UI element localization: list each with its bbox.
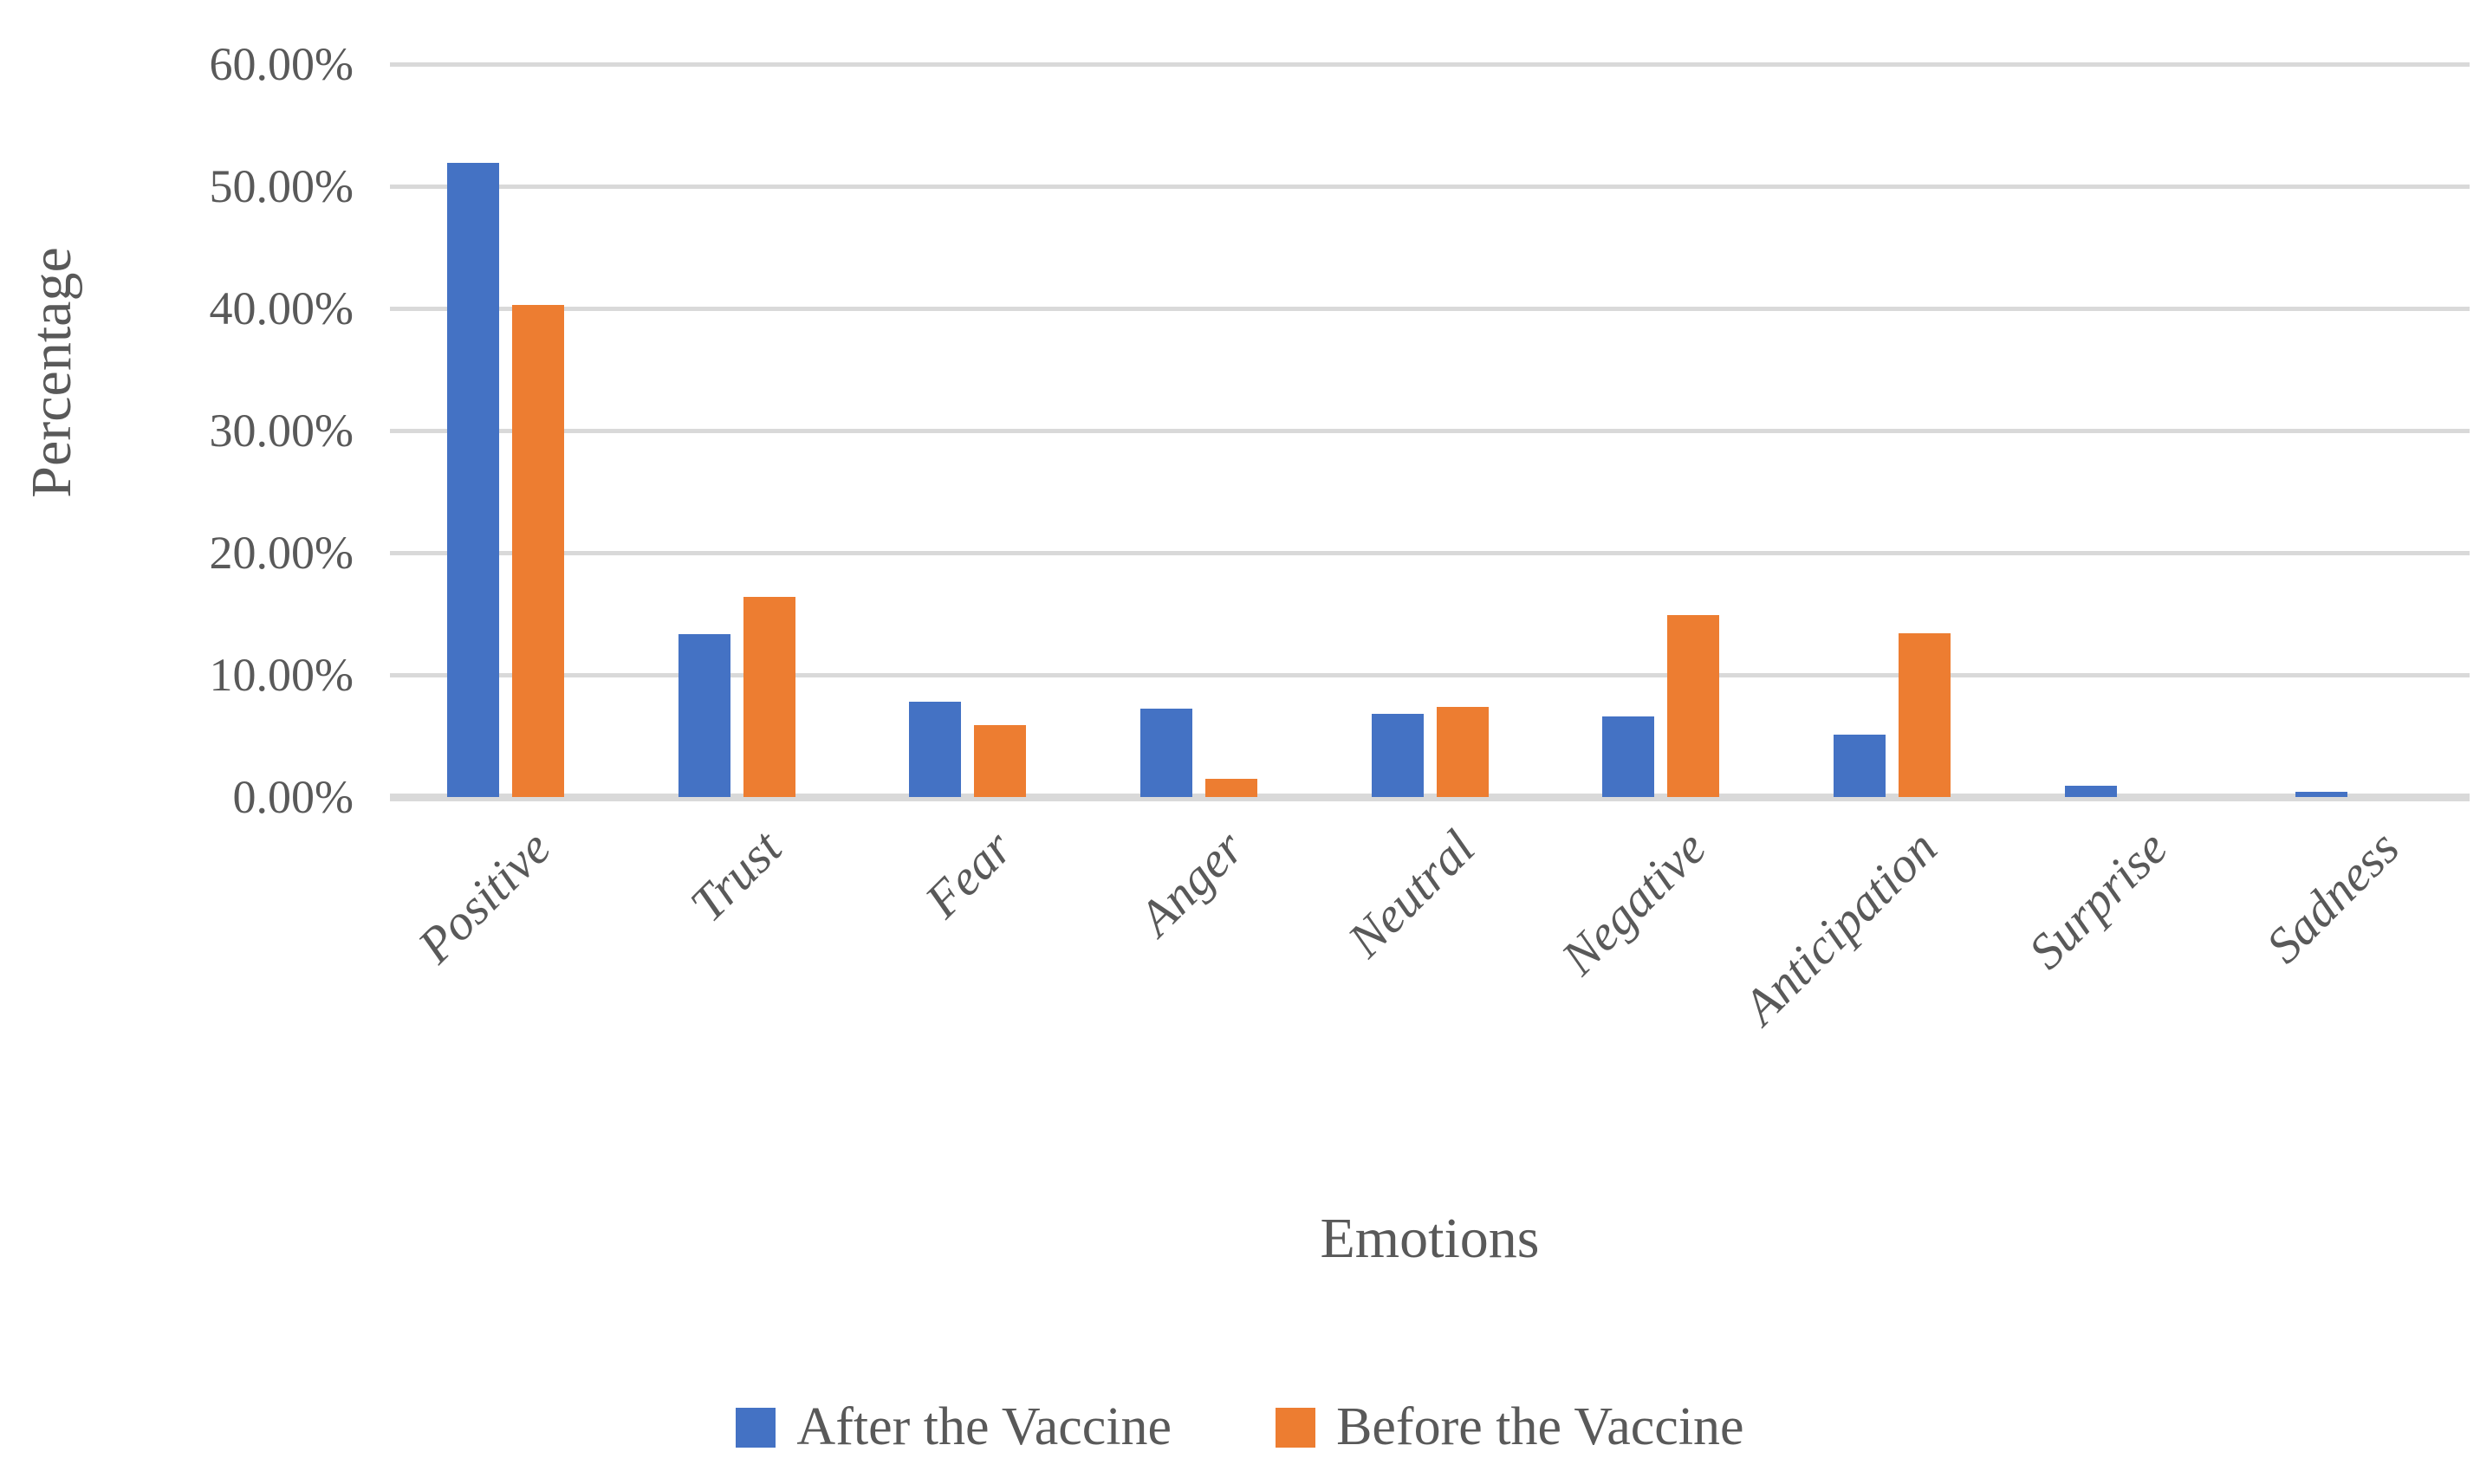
bar-negative-before xyxy=(1667,614,1720,797)
x-category-label-trust: Trust xyxy=(678,819,792,933)
y-tick-label: 30.00% xyxy=(209,405,354,457)
x-category-label-surprise: Surprise xyxy=(2017,819,2178,980)
legend-swatch-after-icon xyxy=(736,1407,776,1448)
legend: After the Vaccine Before the Vaccine xyxy=(0,1397,2480,1458)
y-tick-label: 0.00% xyxy=(232,771,354,823)
bar-anger-after xyxy=(1139,709,1192,797)
x-category-label-fear: Fear xyxy=(913,819,1023,929)
bar-anticipation-before xyxy=(1898,633,1951,797)
legend-label-before: Before the Vaccine xyxy=(1336,1397,1744,1456)
bar-neutral-after xyxy=(1371,714,1424,797)
x-category-label-neutral: Neutral xyxy=(1336,819,1485,969)
bar-negative-after xyxy=(1602,716,1655,797)
bar-sadness-after xyxy=(2295,792,2348,797)
bar-trust-after xyxy=(678,634,730,797)
y-tick-label: 20.00% xyxy=(209,527,354,579)
y-tick-label: 40.00% xyxy=(209,282,354,334)
gridline xyxy=(390,185,2470,189)
legend-swatch-before-icon xyxy=(1276,1407,1316,1448)
bar-fear-before xyxy=(974,724,1027,797)
y-tick-label: 60.00% xyxy=(209,38,354,90)
legend-item-after-the-vaccine: After the Vaccine xyxy=(736,1397,1172,1458)
legend-label-after: After the Vaccine xyxy=(796,1397,1172,1456)
bar-trust-before xyxy=(743,596,795,797)
bar-anger-before xyxy=(1204,778,1257,797)
bar-positive-before xyxy=(511,304,564,797)
x-category-label-anticipation: Anticipation xyxy=(1731,819,1948,1035)
bar-positive-after xyxy=(446,163,499,797)
bar-surprise-after xyxy=(2064,786,2117,797)
x-category-label-positive: Positive xyxy=(406,819,562,974)
y-tick-label: 10.00% xyxy=(209,649,354,701)
gridline xyxy=(390,307,2470,311)
gridline xyxy=(390,429,2470,433)
bar-fear-after xyxy=(909,702,962,797)
x-axis-title: Emotions xyxy=(1320,1207,1540,1270)
legend-item-before-the-vaccine: Before the Vaccine xyxy=(1276,1397,1744,1458)
y-tick-label: 50.00% xyxy=(209,160,354,212)
bar-anticipation-after xyxy=(1833,735,1886,797)
x-category-label-anger: Anger xyxy=(1126,819,1255,947)
x-axis-line xyxy=(390,794,2470,801)
x-category-label-sadness: Sadness xyxy=(2255,819,2410,974)
gridline xyxy=(390,551,2470,555)
bar-neutral-before xyxy=(1436,706,1489,797)
gridline xyxy=(390,62,2470,67)
gridline xyxy=(390,673,2470,677)
x-category-label-negative: Negative xyxy=(1549,819,1717,986)
